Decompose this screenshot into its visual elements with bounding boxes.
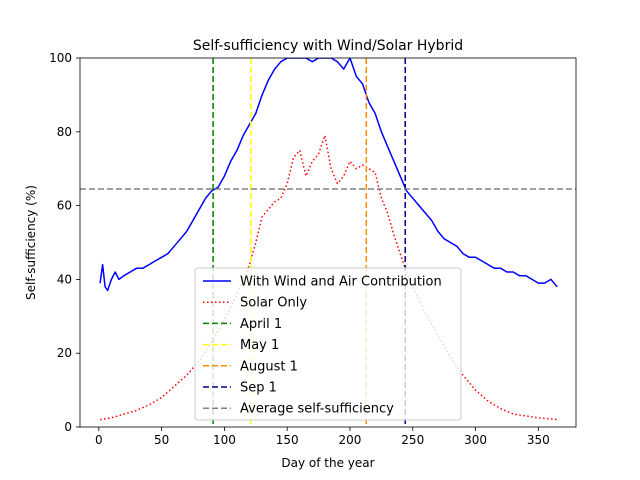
x-tick-label: 250 — [401, 433, 424, 447]
legend-label-5: August 1 — [240, 359, 298, 374]
y-tick-label: 80 — [57, 125, 72, 139]
legend: With Wind and Air Contribution Solar Only… — [194, 267, 462, 421]
legend-label-2: Solar Only — [240, 296, 307, 311]
y-tick-label: 40 — [57, 272, 72, 286]
x-tick-label: 200 — [339, 433, 362, 447]
y-tick-label: 100 — [49, 51, 72, 65]
y-tick-label: 60 — [57, 199, 72, 213]
x-tick-label: 100 — [213, 433, 236, 447]
legend-box — [194, 267, 462, 421]
series-line-2 — [99, 134, 558, 421]
series-line-1 — [99, 58, 558, 292]
plot-frame — [79, 57, 577, 428]
x-axis-ticks: 0 50 100 150 200 250 300 350 — [95, 427, 550, 447]
y-tick-label: 20 — [57, 346, 72, 360]
y-axis-label: Self-sufficiency (%) — [24, 185, 38, 300]
x-tick-label: 150 — [276, 433, 299, 447]
legend-entries: With Wind and Air Contribution Solar Only… — [203, 275, 442, 417]
x-tick-label: 350 — [527, 433, 550, 447]
legend-label-4: May 1 — [240, 338, 279, 353]
x-tick-label: 300 — [464, 433, 487, 447]
x-axis-label: Day of the year — [281, 456, 374, 470]
legend-label-1: With Wind and Air Contribution — [240, 275, 442, 290]
legend-label-7: Average self-sufficiency — [240, 402, 394, 417]
y-axis-ticks: 0 20 40 60 80 100 — [49, 51, 80, 434]
x-tick-label: 50 — [154, 433, 169, 447]
chart-title: Self-sufficiency with Wind/Solar Hybrid — [193, 38, 463, 54]
legend-label-3: April 1 — [240, 317, 282, 332]
y-tick-label: 0 — [64, 420, 72, 434]
legend-label-6: Sep 1 — [240, 381, 277, 396]
x-tick-label: 0 — [95, 433, 103, 447]
series-layer — [99, 58, 558, 421]
